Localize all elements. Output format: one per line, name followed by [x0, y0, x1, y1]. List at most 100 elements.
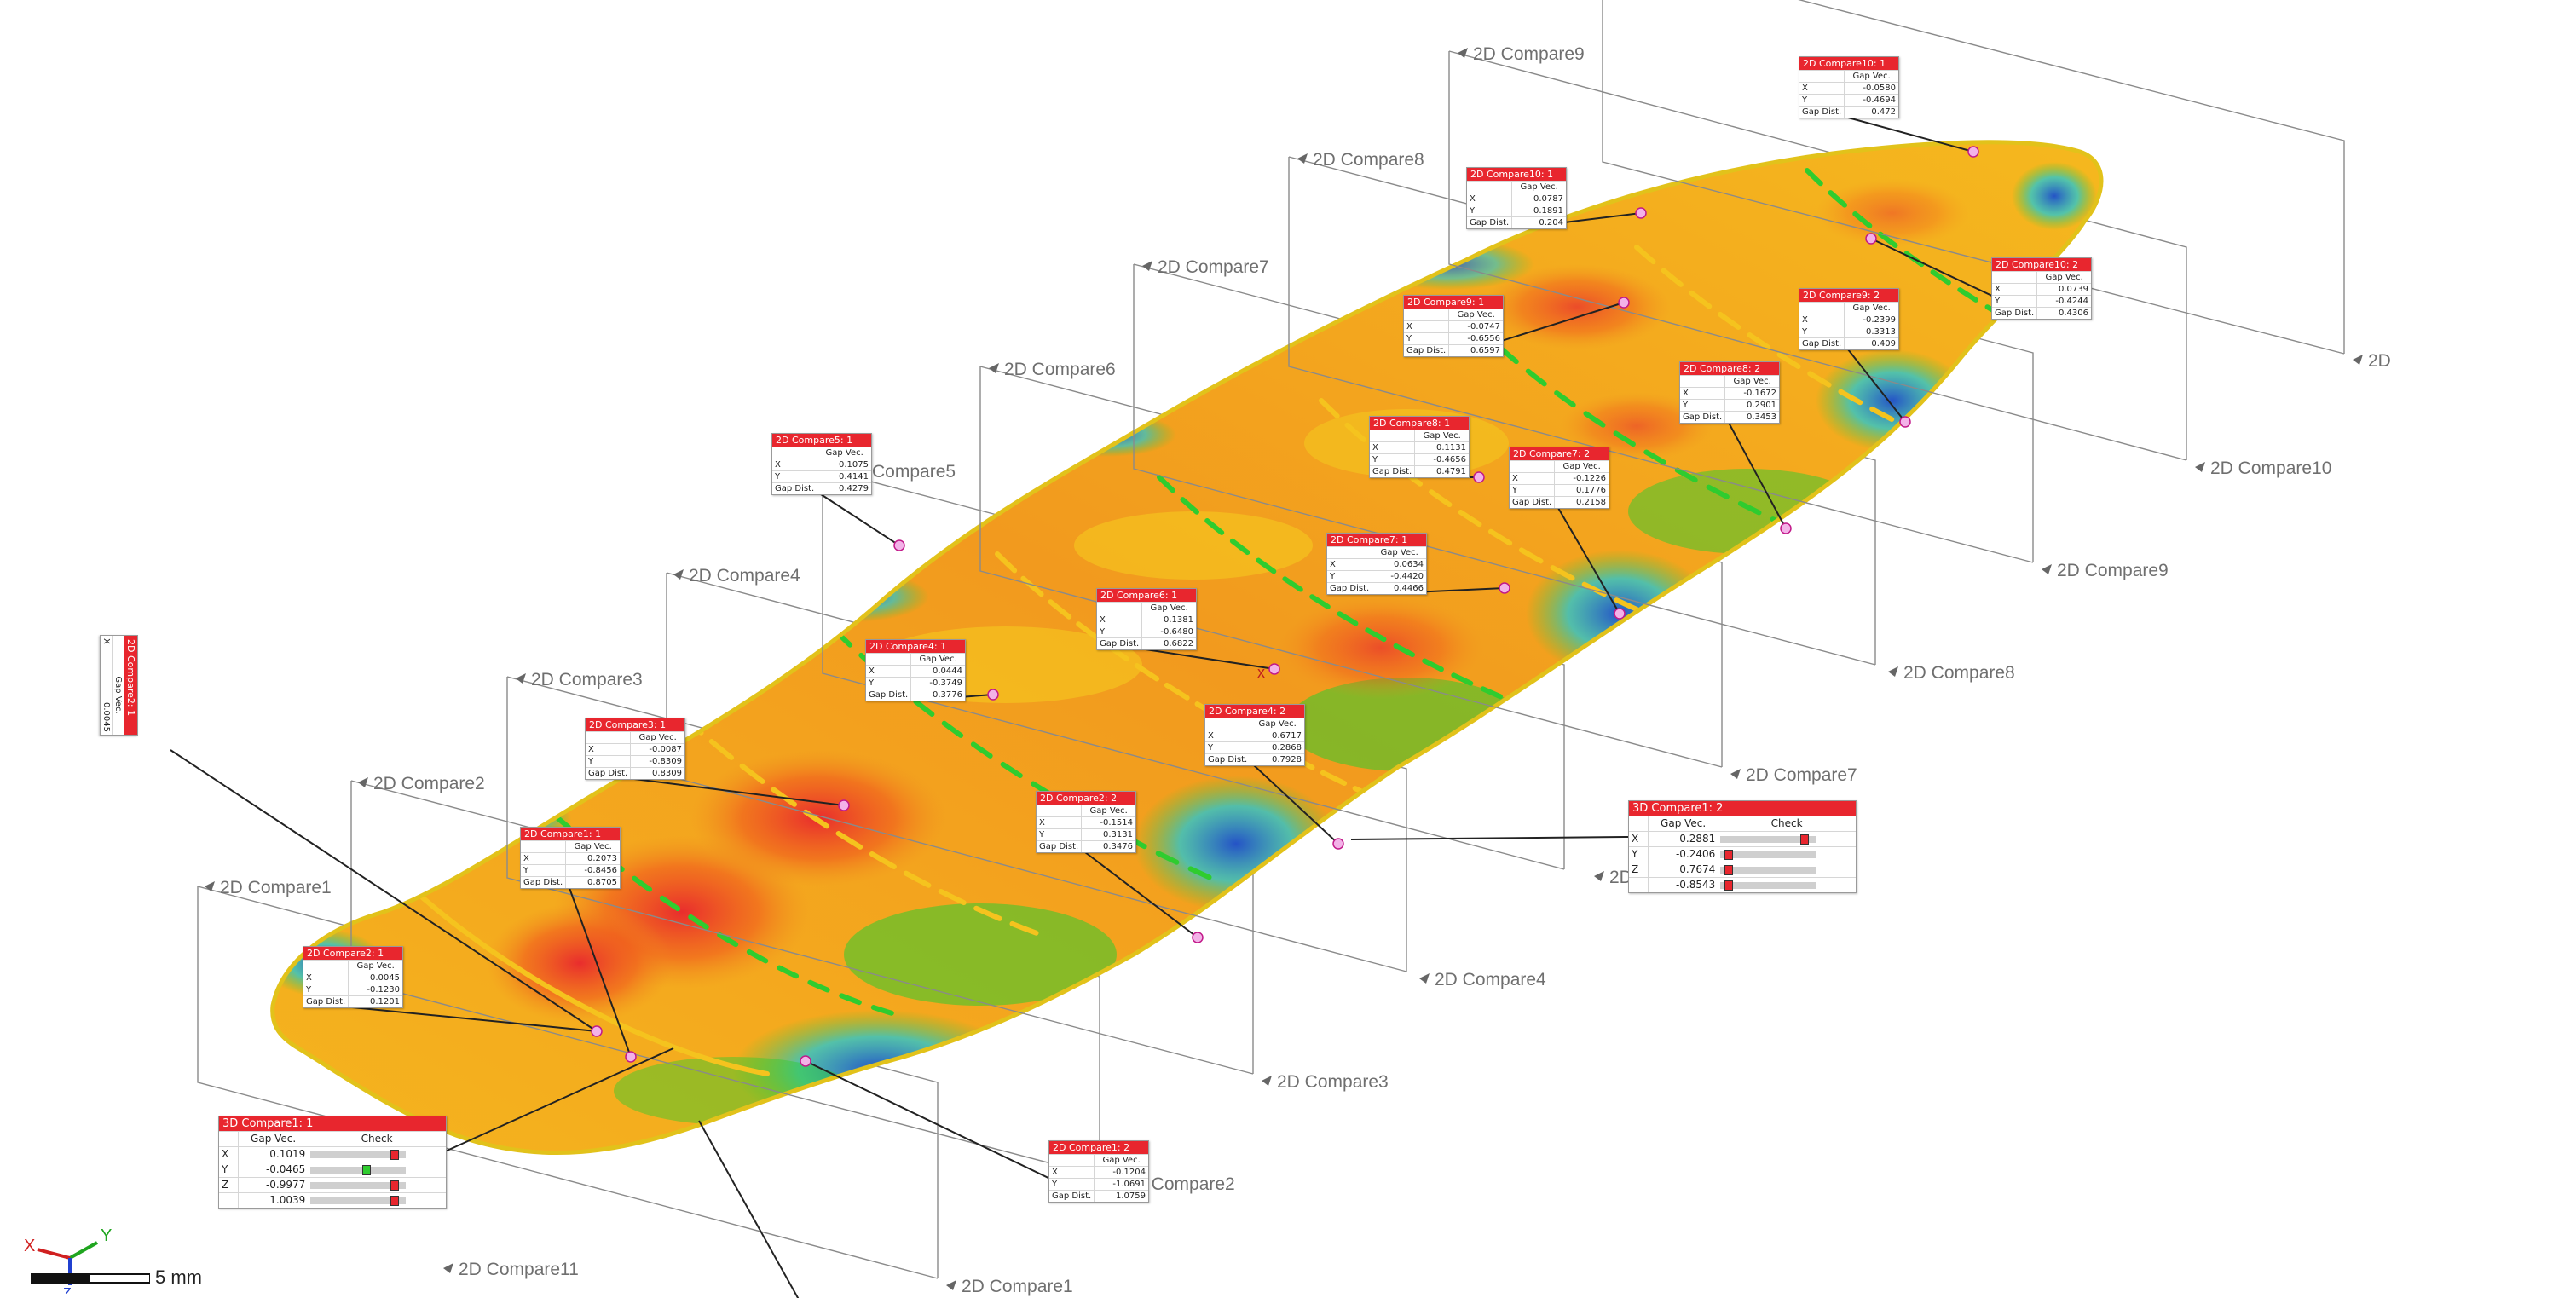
label-2d-compare[interactable]: 2D Compare7: 2 Gap Vec. X -0.1226 Y 0.1776…	[1509, 447, 1609, 509]
label-3d-compare1-2[interactable]: 3D Compare1: 2 Gap Vec. Check X 0.2881 Y -0…	[1628, 800, 1857, 893]
plane-label[interactable]: 2D Compare7	[1746, 765, 1857, 785]
plane-label[interactable]: 2D Compare4	[689, 566, 800, 586]
value-gap-dist: 0.4791	[1414, 465, 1469, 477]
gap-dist-label: Gap Dist.	[1037, 840, 1083, 852]
col-gap-vec: Gap Vec.	[1648, 816, 1718, 832]
section-plane-frame-front	[506, 677, 1254, 1075]
value-y: -0.1230	[348, 984, 402, 996]
plane-label[interactable]: 2D	[2368, 351, 2391, 371]
plane-label[interactable]: 2D Compare9	[1473, 44, 1585, 64]
probe-point	[1332, 838, 1344, 850]
plane-label[interactable]: Compare5	[872, 462, 956, 482]
gap-dist-label: Gap Dist.	[1467, 216, 1513, 228]
section-plane-frame-back	[1448, 50, 2187, 460]
gap-dist-label: Gap Dist.	[1799, 106, 1845, 118]
value-x: 0.1381	[1141, 614, 1196, 626]
col-gap-vec: Gap Vec.	[112, 655, 124, 735]
leader-line	[1847, 117, 1974, 153]
leader-line	[351, 1007, 598, 1032]
label-2d-compare[interactable]: 2D Compare10: 1 Gap Vec. X -0.0580 Y -0.46…	[1799, 56, 1899, 118]
label-2d-compare[interactable]: 2D Compare8: 2 Gap Vec. X -0.1672 Y 0.2901…	[1679, 361, 1780, 424]
label-2d-compare[interactable]: 2D Compare1: 2 Gap Vec. X -0.1204 Y -1.069…	[1048, 1140, 1149, 1203]
plane-label-arrow-icon	[358, 777, 368, 787]
plane-label[interactable]: 2D Compare8	[1313, 150, 1424, 170]
value-y: -0.8309	[630, 755, 684, 768]
label-title: 2D Compare6: 1	[1097, 589, 1196, 602]
plane-label[interactable]: 2D Compare4	[1435, 970, 1546, 989]
plane-label-arrow-icon	[989, 363, 999, 373]
plane-label[interactable]: 2D Compare7	[1158, 257, 1269, 277]
probe-point	[1192, 932, 1204, 943]
col-gap-vec: Gap Vec.	[817, 447, 871, 459]
value-x: 0.0787	[1511, 193, 1566, 205]
value-x: 0.0444	[910, 665, 965, 678]
label-2d-compare[interactable]: 2D Compare2: 2 Gap Vec. X -0.1514 Y 0.3131…	[1036, 791, 1136, 853]
value-x: -0.0087	[630, 743, 684, 756]
value-total: 1.0039	[238, 1192, 309, 1208]
label-title: 2D Compare2: 1	[124, 636, 137, 735]
value-y: 0.2868	[1250, 741, 1304, 754]
scale-bar	[31, 1273, 150, 1284]
value-x: 0.1019	[238, 1146, 309, 1162]
value-z: -0.9977	[238, 1177, 309, 1193]
col-gap-vec: Gap Vec.	[1511, 181, 1566, 193]
label-title: 2D Compare3: 1	[586, 718, 684, 731]
label-2d-compare[interactable]: 2D Compare10: 2 Gap Vec. X 0.0739 Y -0.424…	[1991, 257, 2092, 320]
value-y: -0.4244	[2036, 295, 2091, 308]
label-title: 3D Compare1: 1	[219, 1116, 446, 1131]
label-2d-compare[interactable]: 2D Compare5: 1 Gap Vec. X 0.1075 Y 0.4141 …	[771, 433, 872, 495]
label-2d-compare[interactable]: 2D Compare2: 1 Gap Vec. X 0.0045 Y -0.1230…	[303, 946, 403, 1008]
section-plane-frame-front	[822, 469, 1565, 870]
plane-label-arrow-icon	[1730, 769, 1741, 779]
probe-point	[987, 689, 999, 701]
label-rotated-2d[interactable]: 2D Compare2: 1 Gap Vec. X 0.0045	[100, 635, 138, 736]
plane-label-arrow-icon	[205, 881, 215, 891]
label-2d-compare[interactable]: 2D Compare9: 1 Gap Vec. X -0.0747 Y -0.655…	[1403, 295, 1504, 357]
label-title: 2D Compare4: 1	[866, 640, 965, 653]
label-title: 2D Compare10: 1	[1799, 57, 1898, 70]
col-check: Check	[1718, 816, 1856, 832]
plane-label-arrow-icon	[946, 1280, 956, 1290]
value-y: -0.3749	[910, 677, 965, 689]
label-2d-compare[interactable]: 2D Compare6: 1 Gap Vec. X 0.1381 Y -0.6480…	[1096, 588, 1197, 650]
value-y: 0.3131	[1081, 828, 1135, 841]
label-2d-compare[interactable]: 2D Compare4: 1 Gap Vec. X 0.0444 Y -0.3749…	[865, 639, 966, 701]
label-3d-compare1-1[interactable]: 3D Compare1: 1 Gap Vec. Check X 0.1019 Y -0…	[218, 1116, 447, 1209]
label-2d-compare[interactable]: 2D Compare8: 1 Gap Vec. X 0.1131 Y -0.4656…	[1369, 416, 1470, 478]
value-gap-dist: 0.1201	[348, 995, 402, 1007]
label-title: 2D Compare5: 1	[772, 434, 871, 447]
col-gap-vec: Gap Vec.	[1372, 546, 1426, 559]
plane-label[interactable]: 2D Compare3	[531, 670, 643, 689]
label-2d-compare[interactable]: 2D Compare4: 2 Gap Vec. X 0.6717 Y 0.2868 …	[1204, 704, 1305, 766]
plane-label[interactable]: 2D Compare11	[459, 1260, 579, 1279]
plane-label[interactable]: 2D Compare2	[373, 774, 485, 793]
plane-label[interactable]: 2D Compare9	[2057, 561, 2169, 580]
value-gap-dist: 0.4306	[2036, 307, 2091, 319]
gap-dist-label: Gap Dist.	[1205, 753, 1251, 765]
plane-label[interactable]: 2D Compare3	[1277, 1072, 1389, 1092]
label-2d-compare[interactable]: 2D Compare1: 1 Gap Vec. X 0.2073 Y -0.8456…	[520, 827, 621, 889]
plane-label[interactable]: 2D Compare6	[1004, 360, 1116, 379]
plane-label-arrow-icon	[1594, 871, 1604, 881]
value-x: -0.1204	[1094, 1166, 1148, 1179]
label-2d-compare[interactable]: 2D Compare9: 2 Gap Vec. X -0.2399 Y 0.3313…	[1799, 288, 1899, 350]
plane-label-arrow-icon	[2042, 564, 2052, 574]
leader-line	[1350, 836, 1629, 840]
plane-label-arrow-icon	[1888, 666, 1898, 677]
plane-label[interactable]: 2D Compare10	[2210, 459, 2331, 478]
label-2d-compare[interactable]: 2D Compare10: 1 Gap Vec. X 0.0787 Y 0.1891…	[1466, 167, 1567, 229]
label-2d-compare[interactable]: 2D Compare3: 1 Gap Vec. X -0.0087 Y -0.830…	[585, 718, 685, 780]
value-y: -0.8456	[565, 864, 620, 877]
plane-label[interactable]: 2D Compare8	[1903, 663, 2015, 683]
leader-line	[633, 778, 845, 806]
plane-label[interactable]: 2D Compare1	[220, 878, 332, 897]
value-gap-dist: 0.8705	[565, 876, 620, 888]
label-2d-compare[interactable]: 2D Compare7: 1 Gap Vec. X 0.0634 Y -0.4420…	[1326, 533, 1427, 595]
value-y: -0.0465	[238, 1162, 309, 1178]
probe-point	[1618, 297, 1630, 309]
gap-dist-label: Gap Dist.	[1799, 337, 1845, 349]
plane-label[interactable]: 2D Compare2	[1123, 1174, 1235, 1194]
label-title: 2D Compare4: 2	[1205, 705, 1304, 718]
plane-label[interactable]: 2D Compare1	[962, 1277, 1073, 1296]
